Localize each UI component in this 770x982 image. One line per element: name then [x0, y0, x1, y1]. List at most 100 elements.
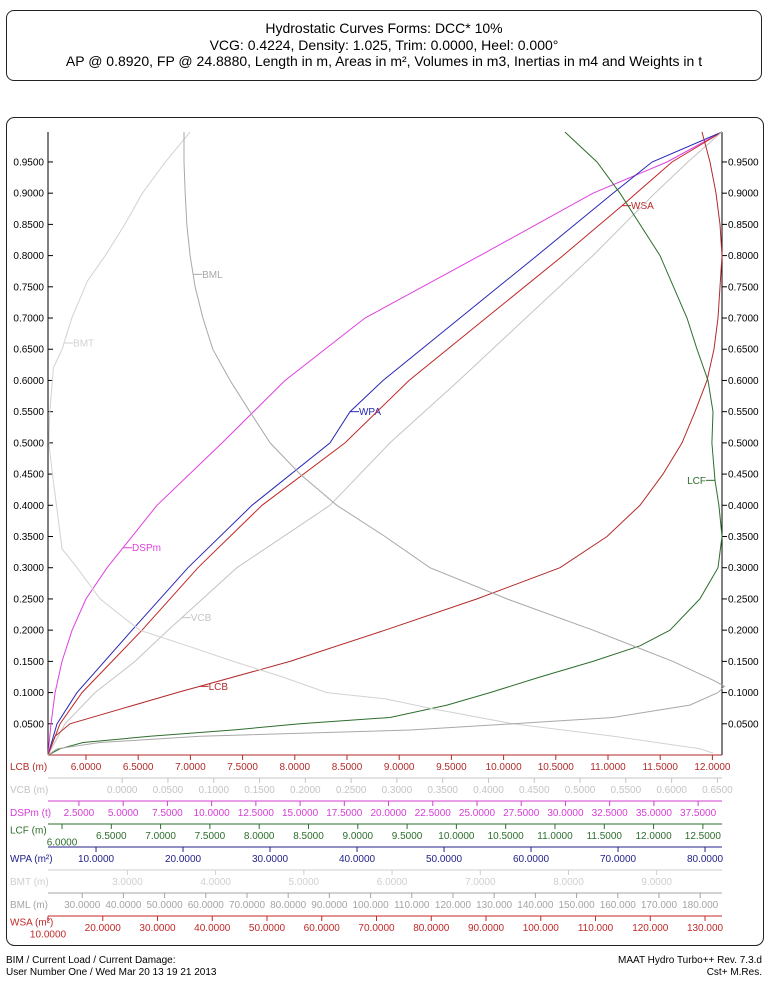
- x-tick-label: 110.000: [578, 923, 614, 934]
- y-tick-label-left: 0.3000: [13, 563, 44, 574]
- x-tick-label: 0.3000: [382, 785, 413, 796]
- x-tick-label: 100.000: [353, 900, 390, 911]
- y-tick-label-left: 0.4500: [13, 470, 44, 481]
- y-tick-label-left: 0.8000: [13, 251, 44, 262]
- series-lcf: LCF: [47, 131, 723, 756]
- x-tick-label: 0.1000: [198, 785, 229, 796]
- curve-label: VCB: [191, 613, 212, 624]
- y-tick-label-left: 0.9500: [13, 157, 44, 168]
- curve-line: [47, 131, 723, 756]
- y-tick-label-left: 0.2500: [13, 594, 44, 605]
- x-tick-label: 9.5000: [392, 831, 423, 842]
- x-tick-label: 3.0000: [112, 877, 143, 888]
- y-tick-label-right: 0.9000: [728, 189, 759, 200]
- x-tick-label: 170.000: [641, 900, 678, 911]
- y-tick-label-right: 0.6000: [728, 376, 759, 387]
- y-tick-label-right: 0.5500: [728, 407, 759, 418]
- x-tick-label: 6.5000: [123, 762, 154, 773]
- x-tick-label: 0.6000: [656, 785, 687, 796]
- curve-line: [47, 131, 723, 756]
- title-line-1: Hydrostatic Curves Forms: DCC* 10%: [265, 20, 503, 36]
- curve-label: WPA: [359, 407, 381, 418]
- y-tick-label-right: 0.1500: [728, 657, 759, 668]
- x-tick-label: 6.0000: [71, 762, 102, 773]
- x-tick-label: 4.0000: [200, 877, 231, 888]
- y-tick-label-left: 0.5000: [13, 438, 44, 449]
- x-tick-label: 11.0000: [590, 762, 626, 773]
- x-tick-label: 150.000: [558, 900, 595, 911]
- y-tick-label-right: 0.2000: [728, 626, 759, 637]
- x-tick-label: 0.5500: [611, 785, 642, 796]
- y-tick-label-right: 0.5000: [728, 438, 759, 449]
- x-axis-title: VCB (m): [10, 785, 48, 796]
- y-tick-label-left: 0.8500: [13, 220, 44, 231]
- x-tick-label: 130.000: [476, 900, 513, 911]
- x-tick-label: 120.000: [435, 900, 472, 911]
- curve-label: LCF: [687, 476, 706, 487]
- y-tick-label-right: 0.4500: [728, 470, 759, 481]
- footer-left: BIM / Current Load / Current Damage: Use…: [6, 955, 216, 979]
- footer-license: Cst+ M.Res.: [706, 967, 762, 978]
- chart-title-box: Hydrostatic Curves Forms: DCC* 10% VCG: …: [6, 10, 762, 81]
- x-tick-label: 11.5000: [642, 762, 678, 773]
- x-tick-label: 60.0000: [513, 854, 550, 865]
- x-axis-lcb: LCB (m) 6.0000 6.5000 7.0000 7.5000 8.0000 8.5…: [10, 754, 731, 773]
- x-tick-label: 70.0000: [600, 854, 637, 865]
- curve-label: WSA: [631, 201, 654, 212]
- x-axis-title: LCF (m): [10, 826, 47, 837]
- y-tick-label-right: 0.0500: [728, 719, 759, 730]
- series-dspm: DSPm: [47, 131, 723, 756]
- x-tick-label: 27.5000: [503, 808, 540, 819]
- y-tick-label-right: 0.3000: [728, 563, 759, 574]
- x-tick-label: 22.5000: [415, 808, 452, 819]
- x-tick-label: 5.0000: [108, 808, 139, 819]
- x-tick-label: 10.5000: [488, 831, 525, 842]
- x-tick-label: 0.1500: [244, 785, 275, 796]
- x-axis-dspm: DSPm (t) 2.5000 5.0000 7.5000 10.0000 12.5000…: [10, 800, 722, 819]
- x-tick-label: 90.0000: [311, 900, 348, 911]
- x-tick-label: 140.000: [517, 900, 554, 911]
- x-tick-label: 11.5000: [587, 831, 623, 842]
- curve-line: [47, 131, 723, 756]
- curve-label: BMT: [73, 338, 94, 349]
- x-tick-label: 8.0000: [244, 831, 275, 842]
- x-tick-label: 20.0000: [85, 923, 122, 934]
- x-tick-label: 9.5000: [436, 762, 467, 773]
- x-tick-label: 7.5000: [152, 808, 183, 819]
- x-tick-label: 50.0000: [249, 923, 286, 934]
- x-tick-label: 12.5000: [238, 808, 275, 819]
- x-axis-title: BML (m): [10, 900, 48, 911]
- x-axis-wpa: WPA (m²) 10.0000 20.0000 30.0000 40.0000 50.0…: [10, 846, 724, 865]
- y-tick-label-left: 0.4000: [13, 501, 44, 512]
- x-axis-title: WSA (m²): [10, 918, 53, 929]
- series-bml: BML: [47, 132, 726, 756]
- x-tick-label: 50.0000: [147, 900, 184, 911]
- x-tick-label: 7.0000: [175, 762, 206, 773]
- y-tick-label-left: 0.1500: [13, 657, 44, 668]
- curve-label: DSPm: [132, 543, 161, 554]
- curve-line: [47, 131, 723, 756]
- x-tick-label: 0.0500: [153, 785, 184, 796]
- x-tick-label: 110.000: [394, 900, 430, 911]
- x-tick-label: 10.0000: [78, 854, 115, 865]
- x-tick-label: 70.0000: [229, 900, 266, 911]
- x-tick-label: 60.0000: [188, 900, 225, 911]
- x-tick-label: 7.0000: [145, 831, 176, 842]
- x-tick-label: 7.5000: [227, 762, 258, 773]
- x-tick-label: 120.000: [632, 923, 669, 934]
- x-axis-title: DSPm (t): [10, 808, 51, 819]
- curve-line: [48, 131, 714, 754]
- y-tick-label-right: 0.7500: [728, 282, 759, 293]
- y-tick-label-right: 0.9500: [728, 157, 759, 168]
- x-tick-label: 8.5000: [332, 762, 363, 773]
- x-tick-label: 7.5000: [195, 831, 226, 842]
- x-tick-label: 10.0000: [438, 831, 475, 842]
- x-axis-lcf: LCF (m)6.0000 6.5000 7.0000 7.5000 8.0000 8.5…: [10, 823, 722, 849]
- y-tick-label-right: 0.4000: [728, 501, 759, 512]
- title-line-2: VCG: 0.4224, Density: 1.025, Trim: 0.000…: [209, 36, 559, 53]
- x-tick-label: 7.0000: [465, 877, 496, 888]
- x-tick-label: 20.0000: [165, 854, 202, 865]
- x-tick-label: 8.0000: [280, 762, 311, 773]
- y-tick-label-right: 0.3500: [728, 532, 759, 543]
